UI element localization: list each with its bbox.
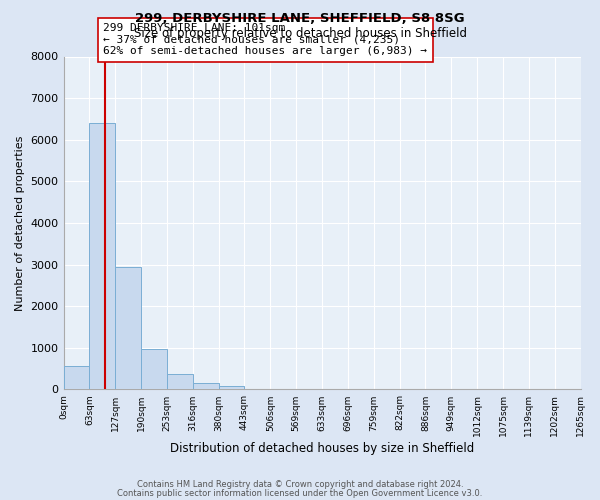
Bar — [193, 383, 218, 390]
Bar — [115, 266, 141, 390]
Text: Size of property relative to detached houses in Sheffield: Size of property relative to detached ho… — [133, 28, 467, 40]
Text: 299, DERBYSHIRE LANE, SHEFFIELD, S8 8SG: 299, DERBYSHIRE LANE, SHEFFIELD, S8 8SG — [135, 12, 465, 26]
Bar — [89, 123, 115, 390]
Y-axis label: Number of detached properties: Number of detached properties — [15, 136, 25, 310]
Bar — [64, 366, 89, 390]
Text: 299 DERBYSHIRE LANE: 101sqm
← 37% of detached houses are smaller (4,235)
62% of : 299 DERBYSHIRE LANE: 101sqm ← 37% of det… — [103, 24, 427, 56]
Bar — [141, 348, 167, 390]
Text: Contains HM Land Registry data © Crown copyright and database right 2024.: Contains HM Land Registry data © Crown c… — [137, 480, 463, 489]
Bar — [167, 374, 193, 390]
Bar — [218, 386, 244, 390]
Text: Contains public sector information licensed under the Open Government Licence v3: Contains public sector information licen… — [118, 488, 482, 498]
X-axis label: Distribution of detached houses by size in Sheffield: Distribution of detached houses by size … — [170, 442, 474, 455]
